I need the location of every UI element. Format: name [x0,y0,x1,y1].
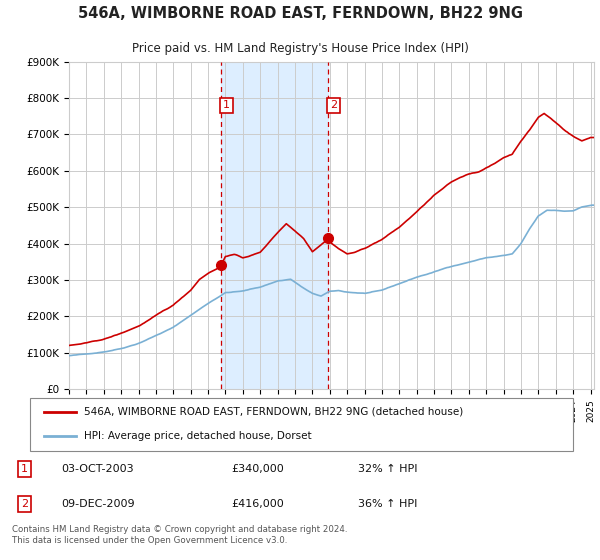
Text: 2: 2 [330,100,337,110]
Text: 32% ↑ HPI: 32% ↑ HPI [358,464,417,474]
Text: 36% ↑ HPI: 36% ↑ HPI [358,499,417,509]
FancyBboxPatch shape [30,398,573,451]
Text: £416,000: £416,000 [231,499,284,509]
Text: Price paid vs. HM Land Registry's House Price Index (HPI): Price paid vs. HM Land Registry's House … [131,41,469,54]
Text: HPI: Average price, detached house, Dorset: HPI: Average price, detached house, Dors… [85,431,312,441]
Text: 1: 1 [21,464,28,474]
Text: 1: 1 [223,100,230,110]
Text: 03-OCT-2003: 03-OCT-2003 [61,464,134,474]
Text: 546A, WIMBORNE ROAD EAST, FERNDOWN, BH22 9NG (detached house): 546A, WIMBORNE ROAD EAST, FERNDOWN, BH22… [85,407,464,417]
Text: 2: 2 [21,499,28,509]
Text: £340,000: £340,000 [231,464,284,474]
Text: 09-DEC-2009: 09-DEC-2009 [61,499,134,509]
Bar [221,62,328,389]
Text: Contains HM Land Registry data © Crown copyright and database right 2024.
This d: Contains HM Land Registry data © Crown c… [12,525,347,545]
Text: 546A, WIMBORNE ROAD EAST, FERNDOWN, BH22 9NG: 546A, WIMBORNE ROAD EAST, FERNDOWN, BH22… [77,6,523,21]
